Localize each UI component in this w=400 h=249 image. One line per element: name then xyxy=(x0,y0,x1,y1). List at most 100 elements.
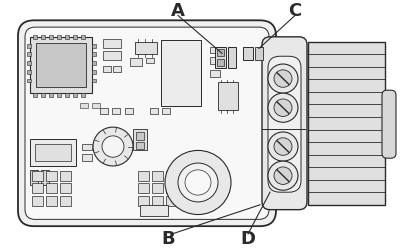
FancyBboxPatch shape xyxy=(25,27,269,219)
Bar xyxy=(46,196,57,206)
Bar xyxy=(27,70,31,74)
Bar xyxy=(46,184,57,193)
Text: B: B xyxy=(161,230,175,248)
Bar xyxy=(136,132,144,140)
Bar xyxy=(166,196,177,206)
Circle shape xyxy=(268,161,298,190)
Bar xyxy=(30,170,38,186)
Bar xyxy=(92,70,96,74)
Bar xyxy=(27,52,31,56)
Circle shape xyxy=(274,138,292,155)
Bar xyxy=(210,57,220,64)
Bar xyxy=(150,108,158,114)
Bar xyxy=(36,43,86,87)
Bar xyxy=(57,93,61,97)
Bar xyxy=(30,37,92,93)
Bar xyxy=(138,171,149,181)
Bar xyxy=(41,35,45,39)
Text: C: C xyxy=(288,1,302,20)
Bar xyxy=(255,47,263,60)
Bar xyxy=(161,40,201,106)
Circle shape xyxy=(274,167,292,185)
Bar xyxy=(27,44,31,48)
Bar xyxy=(112,108,120,114)
Bar xyxy=(228,47,236,68)
Circle shape xyxy=(185,170,211,195)
Bar xyxy=(57,35,61,39)
Bar xyxy=(73,93,77,97)
Bar xyxy=(80,103,88,108)
Bar xyxy=(92,61,96,65)
Bar xyxy=(152,196,163,206)
Bar xyxy=(152,184,163,193)
Bar xyxy=(103,66,111,72)
Bar xyxy=(210,70,220,77)
Bar xyxy=(130,58,142,66)
Bar xyxy=(30,139,76,166)
Bar xyxy=(103,51,121,60)
Bar xyxy=(65,35,69,39)
Bar xyxy=(152,171,163,181)
Circle shape xyxy=(274,70,292,87)
Bar xyxy=(27,79,31,82)
Bar xyxy=(33,35,37,39)
Bar xyxy=(103,39,121,48)
Bar xyxy=(65,93,69,97)
Bar xyxy=(32,184,43,193)
Bar xyxy=(243,47,253,60)
Bar xyxy=(140,205,168,216)
Bar xyxy=(138,184,149,193)
Circle shape xyxy=(268,132,298,161)
Bar xyxy=(136,142,144,149)
FancyBboxPatch shape xyxy=(18,20,276,226)
FancyBboxPatch shape xyxy=(268,56,301,192)
FancyBboxPatch shape xyxy=(382,90,396,158)
Bar xyxy=(218,82,238,110)
Bar xyxy=(100,108,108,114)
Bar xyxy=(73,35,77,39)
Bar xyxy=(49,93,53,97)
Bar xyxy=(32,196,43,206)
Bar xyxy=(33,93,37,97)
FancyBboxPatch shape xyxy=(262,37,307,210)
Bar xyxy=(215,47,226,68)
Bar xyxy=(82,154,92,161)
Bar xyxy=(81,93,85,97)
Bar xyxy=(162,108,170,114)
Bar xyxy=(41,93,45,97)
Bar xyxy=(146,58,154,63)
Bar xyxy=(125,108,133,114)
Bar xyxy=(166,171,177,181)
Circle shape xyxy=(274,99,292,117)
Bar xyxy=(49,35,53,39)
Bar xyxy=(60,196,71,206)
Bar xyxy=(92,52,96,56)
Bar xyxy=(92,79,96,82)
Circle shape xyxy=(178,163,218,202)
Bar xyxy=(308,42,385,205)
Circle shape xyxy=(165,150,231,215)
Bar xyxy=(166,184,177,193)
Bar xyxy=(81,35,85,39)
Bar xyxy=(217,59,224,66)
Bar xyxy=(135,42,157,54)
Bar xyxy=(92,44,96,48)
Bar xyxy=(138,196,149,206)
Text: A: A xyxy=(171,1,185,20)
Text: D: D xyxy=(240,230,256,248)
Bar xyxy=(46,171,57,181)
Circle shape xyxy=(102,136,124,157)
Circle shape xyxy=(268,64,298,93)
Bar xyxy=(32,171,43,181)
Bar xyxy=(92,103,100,108)
Bar xyxy=(133,129,147,150)
Bar xyxy=(113,66,121,72)
Bar xyxy=(60,184,71,193)
Bar xyxy=(217,50,224,56)
Bar xyxy=(60,171,71,181)
Bar xyxy=(210,47,220,53)
Circle shape xyxy=(93,127,133,166)
Bar xyxy=(82,144,92,150)
Bar xyxy=(27,61,31,65)
Bar xyxy=(35,144,71,161)
